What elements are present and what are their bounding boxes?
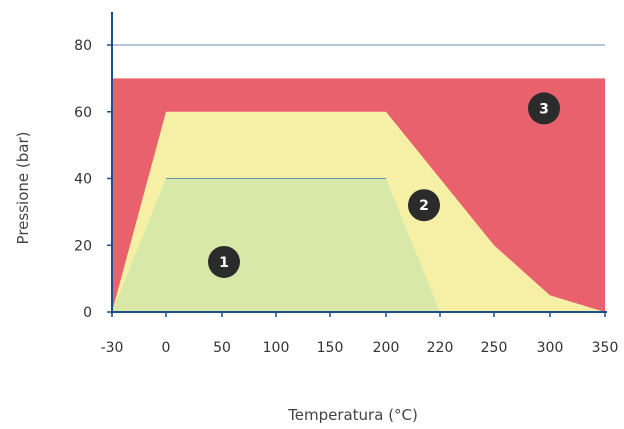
y-tick-label: 60 [74,105,92,121]
x-tick-label: 250 [481,340,508,356]
x-axis-title: Temperatura (°C) [287,406,418,424]
y-axis-title: Pressione (bar) [14,132,32,245]
badge-circle [208,245,240,278]
region-badge-1: 1 [208,245,240,278]
x-tick-label: 50 [213,340,231,356]
y-tick-label: 20 [74,238,92,254]
badge-label: 2 [419,198,429,214]
badge-label: 1 [219,255,229,271]
region-badges: 1 2 3 [208,92,560,278]
axes-layer [107,12,607,317]
region-badge-2: 2 [408,189,440,222]
region-1-area [112,178,440,312]
x-tick-label: 220 [427,340,454,356]
x-tick-label: 0 [162,340,171,356]
x-tick-labels: -30 0 50 100 150 200 220 250 300 350 [101,340,619,356]
region-badge-3: 3 [528,92,560,125]
x-tick-label: 350 [592,340,619,356]
x-tick-label: 100 [263,340,290,356]
y-tick-label: 80 [74,38,92,54]
x-tick-label: -30 [101,340,124,356]
y-tick-labels: 0 20 40 60 80 [74,38,92,321]
badge-label: 3 [539,101,549,117]
x-tick-label: 200 [373,340,400,356]
badge-circle [528,92,560,125]
badge-circle [408,189,440,222]
y-tick-label: 40 [74,172,92,188]
y-tick-label: 0 [83,305,92,321]
reference-lines-layer [112,44,605,179]
x-tick-label: 300 [537,340,564,356]
x-tick-label: 150 [317,340,344,356]
